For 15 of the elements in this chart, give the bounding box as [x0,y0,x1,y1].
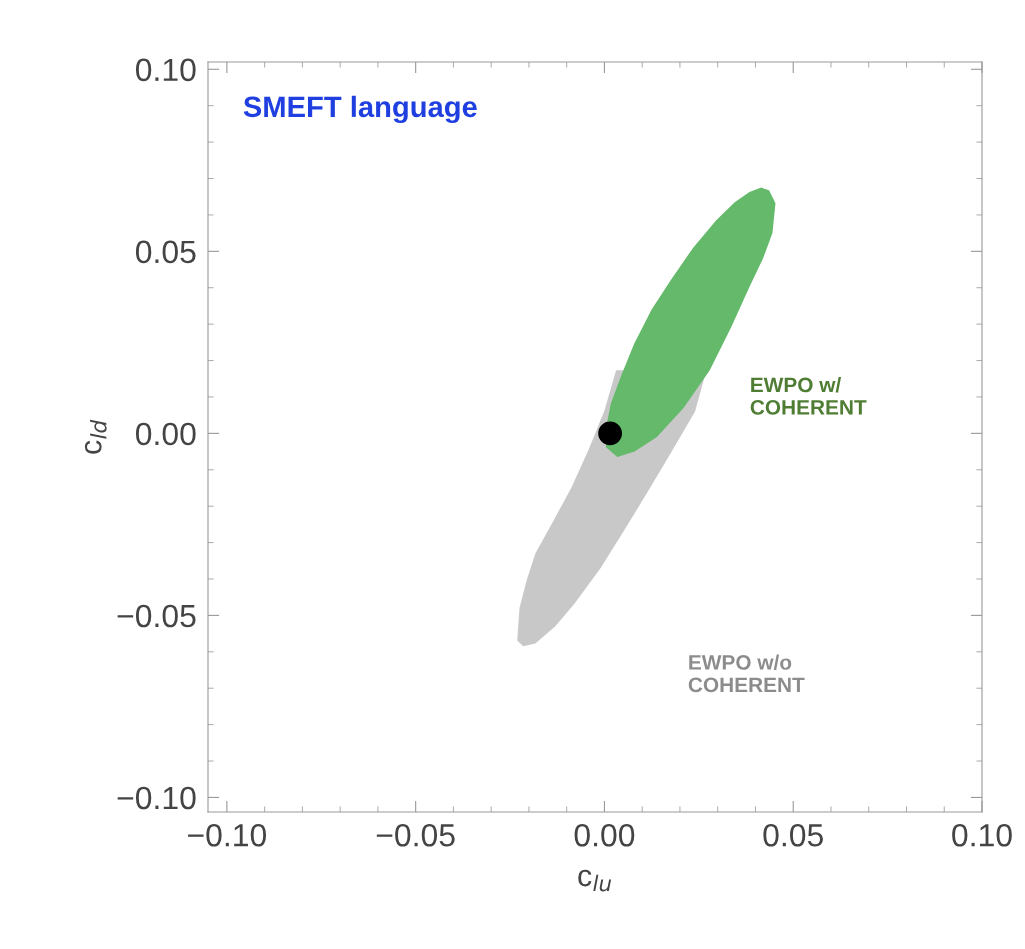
x-axis-title: c$_{lu}$ [578,869,612,892]
y-tick-label: −0.10 [117,786,196,810]
y-tick-label: 0.10 [135,58,196,82]
x-tick-label: 0.00 [574,823,635,847]
y-tick-label: −0.05 [117,604,196,628]
text: SMEFT language [243,95,477,124]
x-tick-label: −0.05 [376,823,455,847]
y-tick-label: 0.00 [135,422,196,446]
y-tick-label: 0.05 [135,240,196,264]
x-tick-label: 0.10 [952,823,1012,847]
series-label: EWPO w/ COHERENT [750,377,867,415]
x-tick-label: −0.10 [188,823,267,847]
x-tick-label: 0.05 [763,823,823,847]
y-axis-title: c$_{ld}$ [84,419,107,454]
text: EWPO w/o COHERENT [688,654,805,693]
